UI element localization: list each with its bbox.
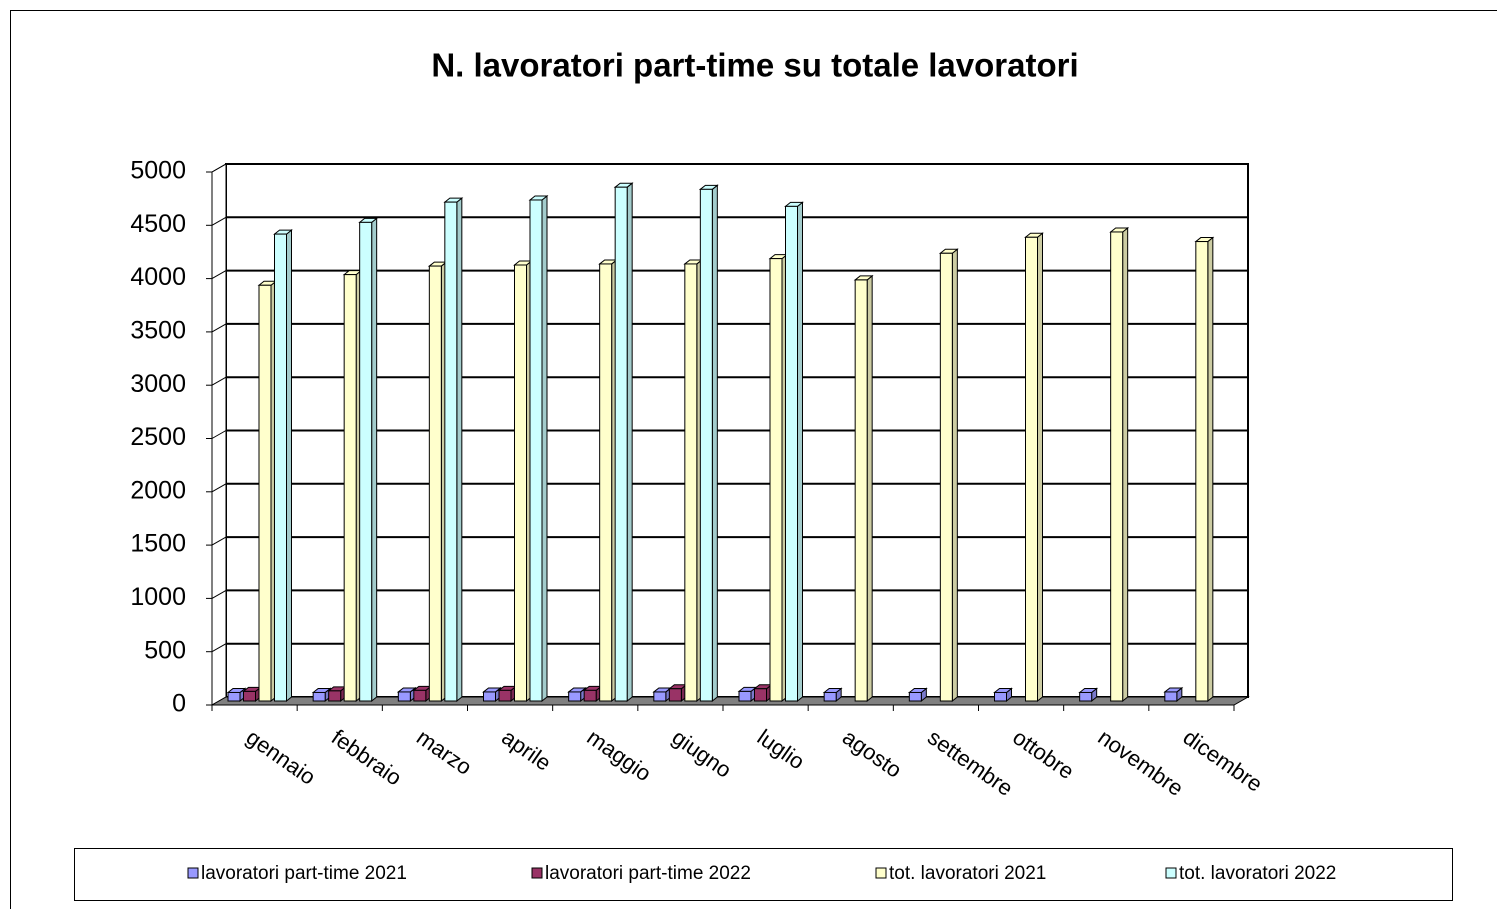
grid-line-side xyxy=(211,643,227,653)
bar xyxy=(312,691,326,702)
bar xyxy=(823,691,837,702)
bar-side xyxy=(626,182,633,703)
x-tick-label: agosto xyxy=(838,724,906,782)
bar xyxy=(428,265,442,702)
y-tick-label: 5000 xyxy=(130,157,186,185)
bar xyxy=(328,690,342,702)
x-tick-label: ottobre xyxy=(1008,724,1078,784)
bar xyxy=(1110,231,1124,702)
bar xyxy=(599,263,613,702)
bar-side xyxy=(286,229,292,703)
bar xyxy=(769,258,783,702)
grid-line-side xyxy=(211,323,227,333)
bar-side xyxy=(371,217,378,703)
bar xyxy=(754,688,767,702)
bar xyxy=(514,264,527,702)
bar xyxy=(1195,241,1209,702)
bar xyxy=(583,689,597,702)
x-tick-label: giugno xyxy=(668,724,736,782)
y-tick-label: 500 xyxy=(144,636,186,664)
x-tick-label: settembre xyxy=(923,724,1017,801)
bar xyxy=(227,691,241,702)
bar xyxy=(274,233,287,702)
y-tick-label: 3500 xyxy=(130,317,186,345)
bar-side xyxy=(1037,232,1043,703)
bar xyxy=(785,205,798,702)
legend-swatch xyxy=(875,867,887,879)
grid-line-side xyxy=(211,589,227,599)
bar xyxy=(994,691,1007,702)
bar xyxy=(568,691,582,702)
x-tick-label: novembre xyxy=(1093,724,1187,801)
x-tick-label: luglio xyxy=(753,724,809,774)
bar xyxy=(738,690,752,702)
bar xyxy=(359,221,373,702)
bar xyxy=(1079,691,1093,702)
bar xyxy=(908,691,922,702)
bar xyxy=(939,252,953,702)
y-tick-label: 2000 xyxy=(130,476,186,504)
y-tick-label: 1000 xyxy=(130,583,186,611)
chart-frame xyxy=(10,10,1497,909)
grid-line-side xyxy=(211,483,227,493)
bar xyxy=(668,688,682,702)
x-tick-label: febbraio xyxy=(327,724,406,790)
bar-side xyxy=(951,248,958,703)
bar-side xyxy=(797,201,803,703)
bar xyxy=(1025,236,1038,702)
legend-label: lavoratori part-time 2021 xyxy=(201,863,407,884)
chart-title: N. lavoratori part-time su totale lavora… xyxy=(431,47,1078,84)
grid-line-side xyxy=(211,376,227,386)
bar xyxy=(397,691,411,702)
bar xyxy=(243,690,256,702)
bar xyxy=(444,201,458,702)
legend-label: tot. lavoratori 2022 xyxy=(1179,863,1336,884)
bar xyxy=(343,274,357,702)
x-tick-label: marzo xyxy=(412,724,476,780)
grid-line-side xyxy=(211,430,227,439)
bar xyxy=(483,691,496,702)
bar xyxy=(258,284,272,702)
x-tick-label: maggio xyxy=(582,724,655,786)
bar-side xyxy=(456,197,463,703)
legend-label: lavoratori part-time 2022 xyxy=(545,863,751,884)
bar-side xyxy=(711,184,718,703)
bar xyxy=(529,199,543,702)
grid-line-side xyxy=(211,163,227,173)
bar xyxy=(684,263,698,702)
y-tick-label: 1500 xyxy=(130,530,186,558)
bar xyxy=(498,689,512,702)
bar-side xyxy=(1207,236,1214,703)
bar xyxy=(614,186,628,702)
x-tick-label: dicembre xyxy=(1179,724,1267,796)
grid-line-side xyxy=(211,216,227,226)
y-tick-label: 4000 xyxy=(130,263,186,291)
grid-line-side xyxy=(211,536,227,546)
y-tick-label: 2500 xyxy=(130,423,186,451)
legend-swatch xyxy=(531,867,543,879)
x-tick-label: aprile xyxy=(497,724,555,775)
bar-side xyxy=(866,274,873,703)
grid-line-side xyxy=(211,270,227,280)
bar xyxy=(413,689,427,702)
bar-side xyxy=(541,194,548,703)
x-tick-label: gennaio xyxy=(242,724,320,789)
y-tick-label: 3000 xyxy=(130,370,186,398)
bar xyxy=(653,691,667,702)
bar-side xyxy=(1122,226,1129,703)
y-tick-label: 4500 xyxy=(130,210,186,238)
bar xyxy=(699,188,713,702)
y-tick-label: 0 xyxy=(172,690,186,718)
legend-label: tot. lavoratori 2021 xyxy=(889,863,1046,884)
bar xyxy=(1164,691,1178,702)
bar xyxy=(854,279,868,702)
legend-swatch xyxy=(1165,867,1177,879)
legend-box xyxy=(74,848,1453,901)
legend-swatch xyxy=(187,867,199,879)
